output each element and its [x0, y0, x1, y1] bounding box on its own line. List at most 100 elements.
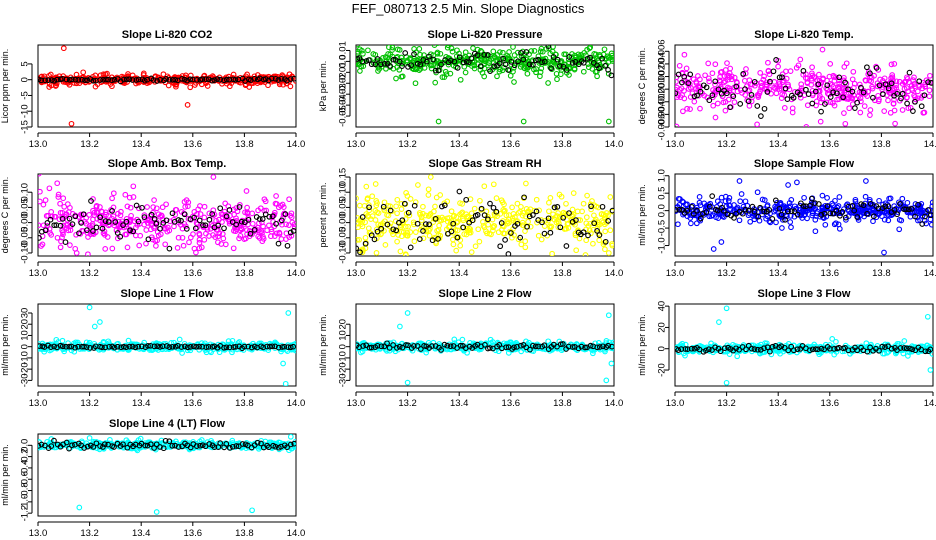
data-point: [896, 226, 903, 233]
y-tick-label: -0.6: [20, 471, 31, 487]
overlay-point: [897, 345, 904, 351]
overlay-point: [290, 228, 296, 234]
y-tick-label: -0.4: [20, 460, 31, 476]
overlay-point: [417, 346, 424, 352]
overlay-point: [830, 89, 837, 96]
data-point: [505, 350, 512, 356]
data-point: [201, 236, 208, 243]
data-point: [896, 78, 903, 85]
panel-9: Slope Line 3 Flow13.013.213.413.613.814.…: [637, 288, 936, 409]
data-point: [734, 353, 741, 360]
overlay-point: [378, 225, 385, 232]
data-point: [65, 227, 72, 234]
overlay-point: [870, 213, 877, 220]
data-point: [57, 209, 64, 216]
panel-title: Slope Gas Stream RH: [428, 158, 541, 170]
data-point: [885, 97, 891, 104]
data-point: [230, 245, 237, 252]
overlay-point: [72, 344, 78, 351]
data-point: [425, 192, 432, 198]
data-point: [803, 124, 810, 127]
overlay-point: [90, 228, 96, 234]
overlay-point: [360, 343, 366, 349]
data-point: [287, 83, 294, 90]
data-point: [579, 208, 585, 215]
data-point: [699, 90, 705, 97]
overlay-point: [79, 76, 85, 83]
overlay-point: [721, 345, 728, 352]
data-point: [248, 80, 255, 86]
data-point: [690, 76, 697, 83]
overlay-point: [882, 81, 889, 88]
data-point: [785, 343, 791, 350]
data-point: [520, 54, 527, 61]
overlay-point: [767, 348, 773, 355]
overlay-point: [773, 57, 779, 63]
overlay-point: [81, 343, 87, 350]
data-point: [218, 211, 225, 217]
overlay-point: [530, 342, 536, 349]
data-point: [764, 202, 771, 208]
data-point: [508, 61, 515, 68]
data-point: [739, 90, 745, 96]
overlay-point: [69, 221, 76, 227]
overlay-point: [910, 108, 916, 114]
data-point: [499, 199, 506, 206]
y-tick-label: -10: [20, 351, 31, 365]
data-point: [426, 232, 433, 239]
x-tick-label: 13.8: [553, 268, 572, 279]
overlay-point: [187, 344, 194, 350]
overlay-point: [226, 207, 233, 213]
data-point: [923, 220, 930, 227]
overlay-point: [366, 344, 373, 351]
overlay-point: [166, 76, 173, 83]
x-tick-label: 13.8: [553, 139, 572, 150]
overlay-point: [487, 345, 493, 351]
data-point: [757, 70, 764, 76]
overlay-point: [511, 344, 517, 351]
data-point: [86, 212, 93, 218]
data-point: [731, 74, 738, 81]
data-point: [533, 196, 540, 203]
overlay-point: [533, 208, 540, 215]
overlay-point: [368, 232, 375, 239]
overlay-point: [772, 197, 779, 204]
overlay-point: [68, 343, 75, 350]
data-point: [746, 103, 753, 109]
data-point: [55, 194, 62, 200]
overlay-point: [496, 60, 503, 67]
overlay-point: [359, 214, 366, 220]
data-point: [749, 94, 755, 101]
data-point: [533, 259, 538, 264]
data-point: [288, 214, 295, 221]
panel-4: Slope Amb. Box Temp.13.0 13.2 13.4 13.6 13.8…: [0, 158, 305, 279]
overlay-point: [709, 193, 716, 199]
y-tick-label: -0.04: [338, 94, 349, 116]
overlay-point: [754, 346, 761, 353]
data-point: [905, 79, 912, 86]
overlay-point: [141, 77, 148, 84]
overlay-point: [526, 213, 533, 220]
y-tick-label: -0.02: [338, 72, 349, 94]
data-point: [691, 98, 698, 105]
plot-frame: [37, 433, 297, 517]
data-point: [453, 53, 460, 59]
y-axis-label: ml/min per min.: [0, 314, 10, 376]
overlay-point: [174, 342, 181, 349]
data-point: [783, 68, 789, 75]
data-point: [703, 203, 709, 210]
data-point: [141, 221, 148, 228]
data-point: [392, 218, 399, 224]
data-point: [425, 186, 432, 193]
y-tick-label: -0.8: [20, 482, 31, 498]
overlay-point: [463, 196, 470, 203]
overlay-point: [548, 65, 554, 72]
outlier-point: [448, 45, 455, 52]
overlay-point: [399, 217, 406, 224]
overlay-point: [776, 205, 783, 212]
overlay-point: [278, 217, 285, 224]
y-tick-label: 0.15: [338, 168, 349, 187]
overlay-point: [922, 213, 928, 220]
data-point: [675, 78, 679, 85]
data-point: [416, 46, 423, 52]
